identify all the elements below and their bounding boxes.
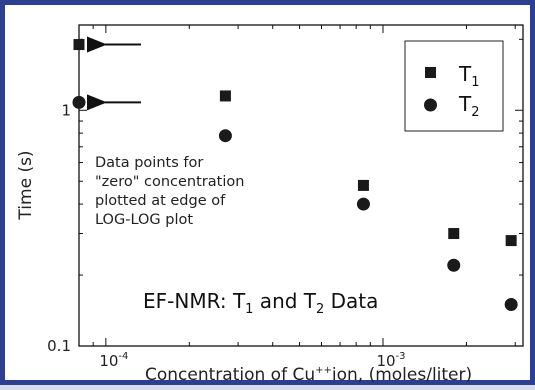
annotation-text: Data points for "zero" concentration plott…: [95, 155, 244, 228]
x-axis-title-prefix: Concentration of Cu: [145, 365, 315, 385]
data-point-t2-circle: [72, 95, 86, 109]
data-point-t1-square: [448, 228, 460, 240]
chart-svg: 10-4 10-3 0.1 1 Time (s) Concentration of C…: [16, 24, 524, 385]
x-tick-label: 10-4: [99, 351, 128, 370]
data-point-t2-circle: [356, 197, 370, 211]
legend-label-t2: T2: [458, 92, 480, 120]
data-point-t2-circle: [504, 297, 518, 311]
data-point-t2-circle: [447, 258, 461, 272]
annotation-line: "zero" concentration: [95, 174, 244, 190]
legend-box: [404, 40, 504, 132]
legend: T1 T2: [404, 40, 504, 132]
data-markers: [72, 39, 518, 311]
x-tick-label: 10-3: [376, 351, 405, 370]
annotation-line: Data points for: [95, 155, 203, 171]
plot-area: [78, 24, 524, 347]
y-axis-title: Time (s): [16, 150, 36, 220]
axis-ticks: [78, 25, 523, 347]
x-axis-title-suffix: ion, (moles/liter): [332, 365, 472, 385]
data-point-t1-square: [505, 235, 517, 247]
legend-square-marker: [425, 67, 436, 78]
data-point-t1-square: [73, 39, 85, 51]
annotation-line: LOG-LOG plot: [95, 212, 193, 228]
y-tick-label: 1: [61, 101, 71, 119]
legend-circle-marker: [424, 98, 437, 112]
annotation-line: plotted at edge of: [95, 193, 226, 209]
chart-inner-title: EF-NMR: T1 and T2 Data: [143, 289, 378, 317]
y-tick-label: 0.1: [47, 337, 71, 355]
data-point-t1-square: [357, 179, 369, 191]
tick-labels: 10-4 10-3 0.1 1: [47, 101, 405, 370]
legend-label-t1: T1: [458, 62, 480, 90]
x-axis-title-sup: ++: [315, 365, 332, 376]
data-point-t1-square: [219, 90, 231, 102]
data-point-t2-circle: [218, 129, 232, 143]
annotation-arrows: [87, 36, 141, 111]
x-axis-title: Concentration of Cu++ion, (moles/liter): [145, 365, 472, 385]
